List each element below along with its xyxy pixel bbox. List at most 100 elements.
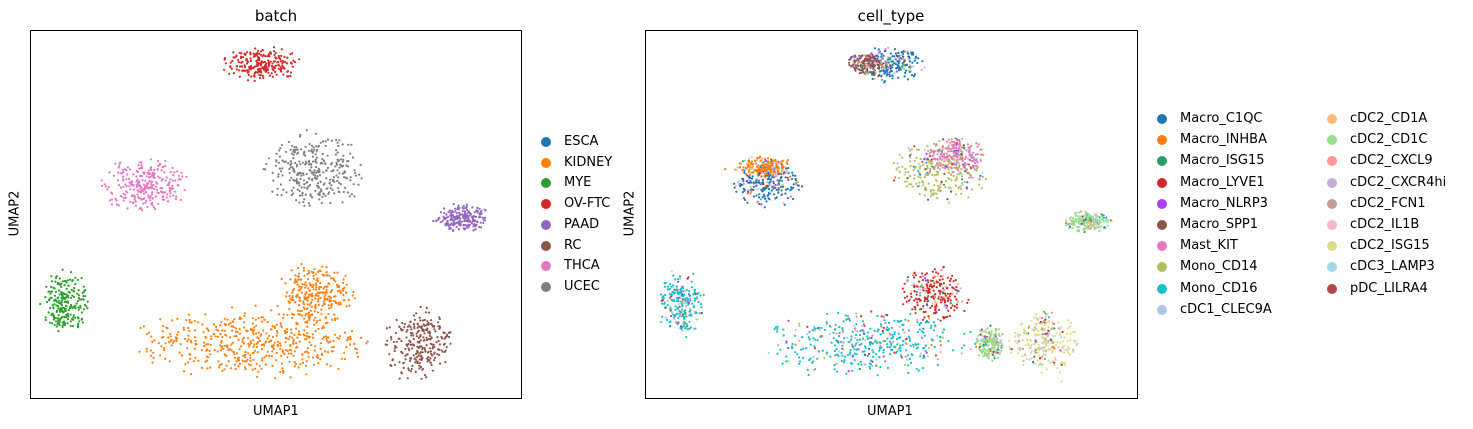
data-point [990,330,993,333]
data-point [773,193,776,196]
data-point [72,316,75,319]
data-point [693,288,696,291]
data-point [140,167,143,170]
data-point [421,319,425,322]
data-point [135,185,138,188]
data-point [246,69,249,72]
data-point [834,354,837,357]
data-point [193,336,197,339]
data-point [955,306,959,309]
data-point [238,317,241,320]
data-point [898,54,901,57]
data-point [817,357,820,360]
data-point [955,193,958,196]
data-point [220,363,223,366]
data-point [943,157,946,160]
data-point [424,311,427,314]
data-point [751,188,755,192]
data-point [118,162,121,165]
data-point [931,270,934,273]
data-point [1078,216,1081,219]
data-point [264,70,267,73]
data-point [148,187,151,190]
data-point [241,359,244,362]
data-point [991,353,994,356]
data-point [206,367,209,370]
data-point [61,325,64,329]
data-point [254,367,257,370]
data-point [339,303,342,306]
data-point [171,187,174,190]
data-point [446,219,449,222]
data-point [250,75,253,78]
data-point [880,52,883,56]
data-point [939,344,942,347]
data-point [830,341,833,344]
data-point [750,161,753,164]
data-point [484,209,487,212]
data-point [321,273,324,276]
data-point [409,343,412,347]
data-point [284,160,287,163]
data-point [855,353,858,356]
data-point [203,344,206,348]
data-point [241,60,244,63]
data-point [1079,210,1082,213]
data-point [281,350,284,353]
data-point [55,325,58,328]
data-point [794,351,797,354]
data-point [678,312,682,315]
batch-plot-area [30,30,522,399]
data-point [256,351,259,354]
data-point [277,61,280,64]
data-point [797,188,800,191]
data-point [868,367,872,370]
data-point [683,320,686,323]
data-point [946,315,949,318]
data-point [294,161,297,165]
data-point [429,357,432,360]
data-point [920,68,923,71]
data-point [416,349,419,352]
data-point [688,310,691,313]
data-point [791,343,794,346]
cell-type-scatter-svg [659,46,1113,383]
data-point [261,359,264,362]
data-point [906,354,909,357]
data-point [904,69,908,72]
data-point [977,143,980,146]
data-point [313,169,316,172]
data-point [317,291,320,294]
data-point [164,342,167,345]
data-point [901,55,905,58]
data-point [885,328,888,331]
data-point [987,357,990,360]
data-point [444,336,447,340]
data-point [928,290,931,293]
data-point [742,166,745,169]
data-point [305,284,308,287]
data-point [907,55,910,58]
data-point [768,175,771,178]
data-point [306,347,309,350]
data-point [291,144,294,147]
data-point [292,169,295,172]
data-point [303,183,306,186]
data-point [182,370,186,373]
data-point [323,285,326,288]
data-point [444,361,447,364]
data-point [895,338,899,341]
data-point [916,321,919,324]
data-point [748,157,751,160]
data-point [108,171,111,174]
batch-legend: ESCA KIDNEY MYE OV-FTC PAAD RC THCA UCEC [541,133,631,303]
data-point [169,171,172,174]
data-point [943,295,946,299]
data-point [894,176,897,179]
data-point [1077,230,1080,233]
data-point [326,187,329,190]
data-point [365,342,368,345]
data-point [279,66,282,69]
data-point [476,206,479,209]
data-point [156,182,159,185]
